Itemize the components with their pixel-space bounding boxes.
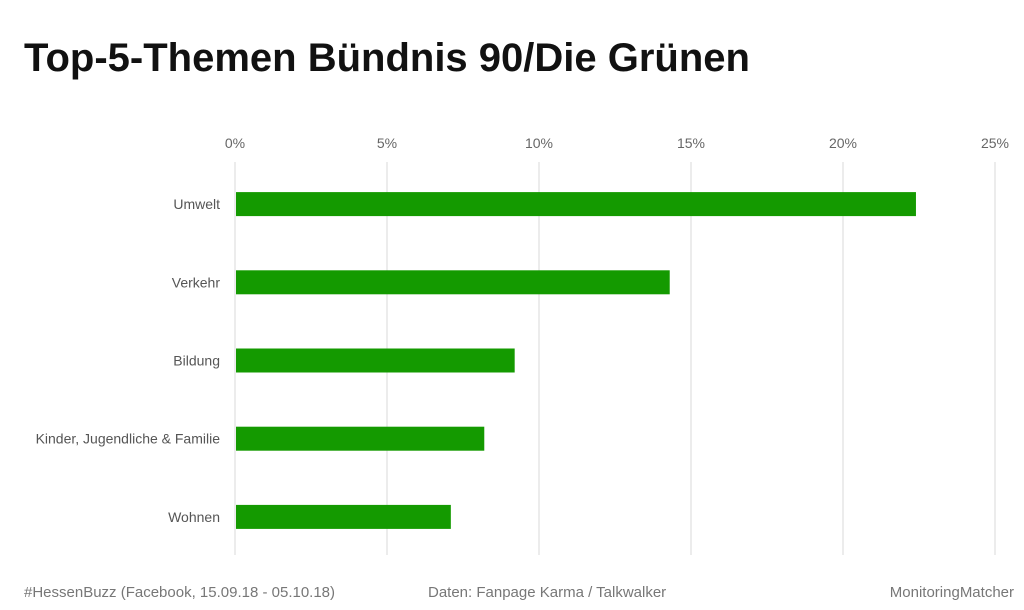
footer-data-source: Daten: Fanpage Karma / Talkwalker: [428, 584, 667, 601]
category-label: Umwelt: [173, 196, 220, 212]
bar: [236, 426, 485, 451]
category-label: Bildung: [173, 353, 220, 369]
x-tick-label: 5%: [377, 135, 397, 151]
chart-title: Top-5-Themen Bündnis 90/Die Grünen: [24, 36, 750, 80]
category-label: Wohnen: [168, 509, 220, 525]
category-label: Kinder, Jugendliche & Familie: [36, 431, 221, 447]
bar: [236, 192, 916, 217]
x-tick-label: 15%: [677, 135, 705, 151]
x-tick-label: 20%: [829, 135, 857, 151]
footer-hashtag-source: #HessenBuzz (Facebook, 15.09.18 - 05.10.…: [24, 584, 336, 601]
x-tick-label: 0%: [225, 135, 245, 151]
footer-brand: MonitoringMatcher: [889, 584, 1014, 601]
bar: [236, 270, 670, 295]
bar: [236, 504, 451, 529]
bar: [236, 348, 515, 373]
x-tick-label: 10%: [525, 135, 553, 151]
category-label: Verkehr: [172, 274, 221, 290]
x-tick-label: 25%: [981, 135, 1009, 151]
